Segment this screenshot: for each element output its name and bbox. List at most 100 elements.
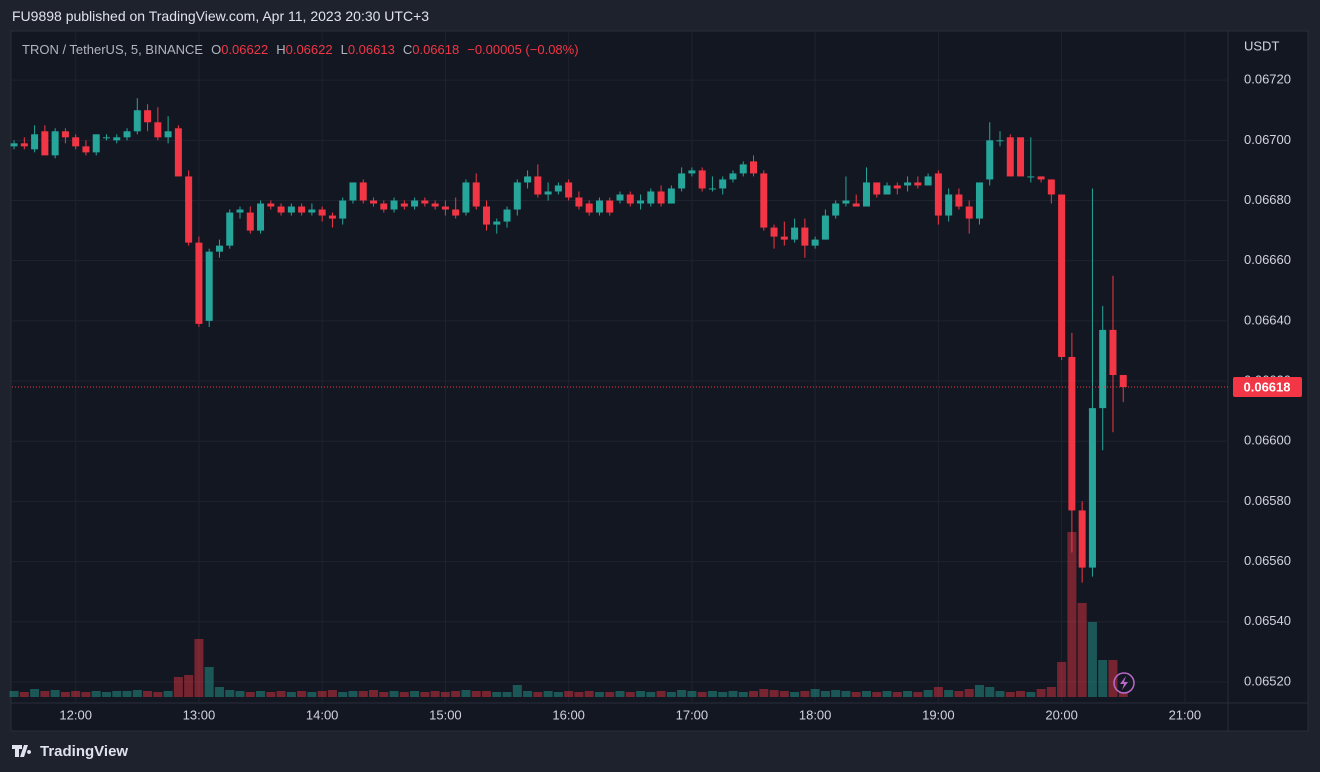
volume-bar	[666, 692, 676, 697]
volume-bar	[471, 691, 481, 697]
candle-body	[924, 176, 932, 186]
candle-body	[513, 182, 521, 210]
candle-body	[298, 206, 306, 213]
volume-bar	[584, 691, 594, 697]
candle-body	[257, 203, 265, 231]
volume-bar	[297, 691, 307, 697]
volume-bar	[687, 691, 697, 697]
volume-bar	[800, 691, 810, 697]
y-tick-label: 0.06540	[1244, 613, 1291, 628]
volume-bar	[892, 692, 902, 697]
volume-bar	[564, 691, 574, 697]
candle-body	[914, 182, 922, 186]
candle-body	[421, 200, 429, 204]
volume-bar	[91, 691, 101, 697]
volume-bar	[60, 692, 70, 697]
candle-body	[832, 203, 840, 216]
candle-body	[431, 203, 439, 207]
candle-body	[51, 131, 59, 156]
volume-bar	[369, 690, 379, 697]
volume-bar	[677, 690, 687, 697]
volume-bar	[327, 690, 337, 697]
candle-body	[565, 182, 573, 198]
candle-body	[1017, 137, 1025, 177]
candle-body	[585, 203, 593, 213]
candle-body	[370, 200, 378, 204]
volume-bar	[1005, 692, 1015, 697]
volume-bar	[512, 685, 522, 697]
candle-body	[102, 137, 110, 139]
volume-bar	[974, 685, 984, 697]
volume-bar	[646, 692, 656, 697]
candle-body	[554, 185, 562, 192]
volume-bar	[338, 692, 348, 697]
candle-body	[113, 137, 121, 141]
volume-bar	[101, 692, 111, 697]
candle-body	[390, 200, 398, 210]
h-label: H	[276, 42, 286, 57]
candle-body	[739, 164, 747, 174]
change: −0.00005 (−0.08%)	[467, 42, 579, 57]
volume-bar	[810, 689, 820, 697]
volume-bar	[1098, 660, 1108, 697]
volume-bar	[944, 690, 954, 697]
x-tick-label: 15:00	[429, 707, 462, 722]
volume-bar	[1077, 603, 1087, 697]
y-axis-label: USDT	[1244, 38, 1279, 53]
candle-body	[934, 173, 942, 216]
l-label: L	[340, 42, 348, 57]
volume-bar	[184, 675, 194, 697]
candle-body	[31, 134, 39, 150]
candle-body	[719, 179, 727, 189]
candle-body	[750, 161, 758, 174]
c-value: 0.06618	[412, 42, 460, 57]
volume-bar	[132, 690, 142, 697]
volume-bar	[594, 692, 604, 697]
candle-body	[996, 140, 1004, 142]
volume-bar	[1118, 692, 1128, 697]
volume-bar	[995, 691, 1005, 697]
volume-bar	[861, 691, 871, 697]
candle-body	[791, 227, 799, 240]
volume-bar	[307, 692, 317, 697]
candle-body	[606, 200, 614, 213]
candle-body	[1047, 179, 1055, 195]
candles	[10, 98, 1127, 583]
l-value: 0.06613	[347, 42, 395, 57]
brand: TradingView	[40, 743, 129, 760]
volume-bar	[19, 692, 29, 697]
candle-body	[267, 203, 275, 207]
y-tick-label: 0.06720	[1244, 72, 1291, 87]
candle-body	[123, 131, 131, 138]
o-value: 0.06622	[221, 42, 269, 57]
volume-bar	[440, 692, 450, 697]
candle-body	[873, 182, 881, 195]
volume-bar	[410, 691, 420, 697]
volume-bar	[276, 691, 286, 697]
x-tick-label: 14:00	[306, 707, 339, 722]
candle-body	[852, 203, 860, 207]
alert-icon-bolt	[1120, 676, 1128, 690]
candle-body	[1099, 329, 1107, 409]
volume-bar	[153, 692, 163, 697]
candle-body	[595, 200, 603, 213]
volume-bar	[738, 692, 748, 697]
candle-body	[154, 122, 162, 138]
candle-body	[10, 143, 18, 147]
candle-body	[482, 206, 490, 225]
candle-body	[472, 182, 480, 207]
candle-body	[657, 191, 665, 204]
volume-bar	[718, 692, 728, 697]
candle-body	[195, 242, 203, 324]
candle-body	[328, 215, 336, 219]
volume-bar	[656, 691, 666, 697]
candle-body	[72, 137, 80, 147]
volume-bar	[985, 687, 995, 697]
candle-body	[524, 176, 532, 183]
candle-body	[339, 200, 347, 219]
volume-bar	[1087, 622, 1097, 697]
alert-icon[interactable]	[1113, 672, 1135, 694]
candle-body	[215, 245, 223, 252]
candle-body	[862, 182, 870, 207]
